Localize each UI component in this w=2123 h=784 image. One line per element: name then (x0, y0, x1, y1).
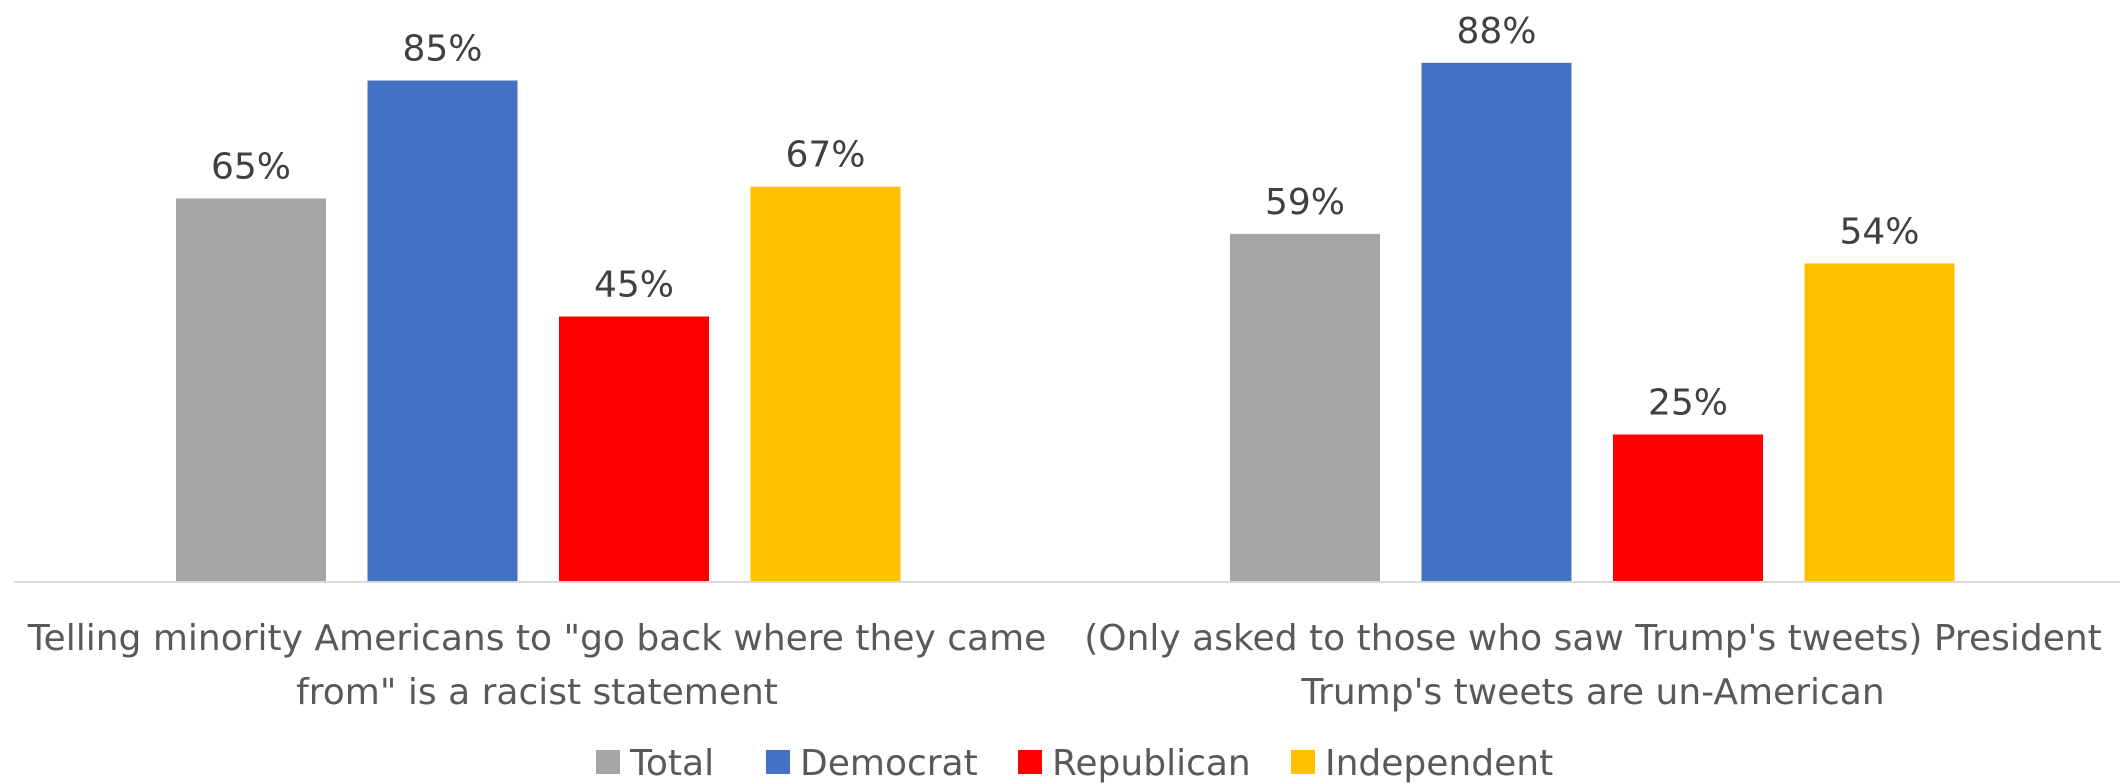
legend-swatch-independent (1291, 750, 1315, 774)
data-label-independent-2: 54% (1839, 211, 1919, 252)
legend-label-independent: Independent (1325, 743, 1553, 784)
data-label-democrat-2: 88% (1456, 11, 1536, 52)
data-label-republican-1: 45% (594, 265, 674, 306)
data-label-total-2: 59% (1265, 182, 1345, 223)
data-label-democrat-1: 85% (402, 29, 482, 70)
data-label-independent-1: 67% (785, 135, 865, 176)
legend-swatch-republican (1018, 750, 1042, 774)
bar-democrat-1 (367, 80, 518, 582)
legend-label-total: Total (629, 743, 714, 784)
data-label-total-1: 65% (211, 147, 291, 188)
category-label-1-line-2: from" is a racist statement (296, 672, 778, 713)
category-label-2-line-2: Trump's tweets are un-American (1300, 672, 1884, 713)
legend: Total Democrat Republican Independent (596, 743, 1553, 784)
bar-republican-1 (559, 316, 709, 582)
bar-total-2 (1230, 233, 1380, 582)
legend-swatch-total (596, 750, 620, 774)
category-labels: Telling minority Americans to "go back w… (27, 618, 2102, 713)
bar-democrat-2 (1421, 62, 1572, 583)
bar-total-1 (176, 198, 326, 582)
bar-republican-2 (1613, 434, 1763, 582)
category-label-2-line-1: (Only asked to those who saw Trump's twe… (1084, 618, 2102, 659)
category-label-1-line-1: Telling minority Americans to "go back w… (27, 618, 1047, 659)
bar-independent-2 (1804, 263, 1955, 582)
legend-label-republican: Republican (1052, 743, 1251, 784)
bar-independent-1 (750, 186, 901, 582)
data-label-republican-2: 25% (1648, 383, 1728, 424)
legend-swatch-democrat (766, 750, 790, 774)
legend-label-democrat: Democrat (800, 743, 978, 784)
bars-layer: 65% 59% 85% 88% 45% 25% 67% 54% (176, 11, 1955, 583)
